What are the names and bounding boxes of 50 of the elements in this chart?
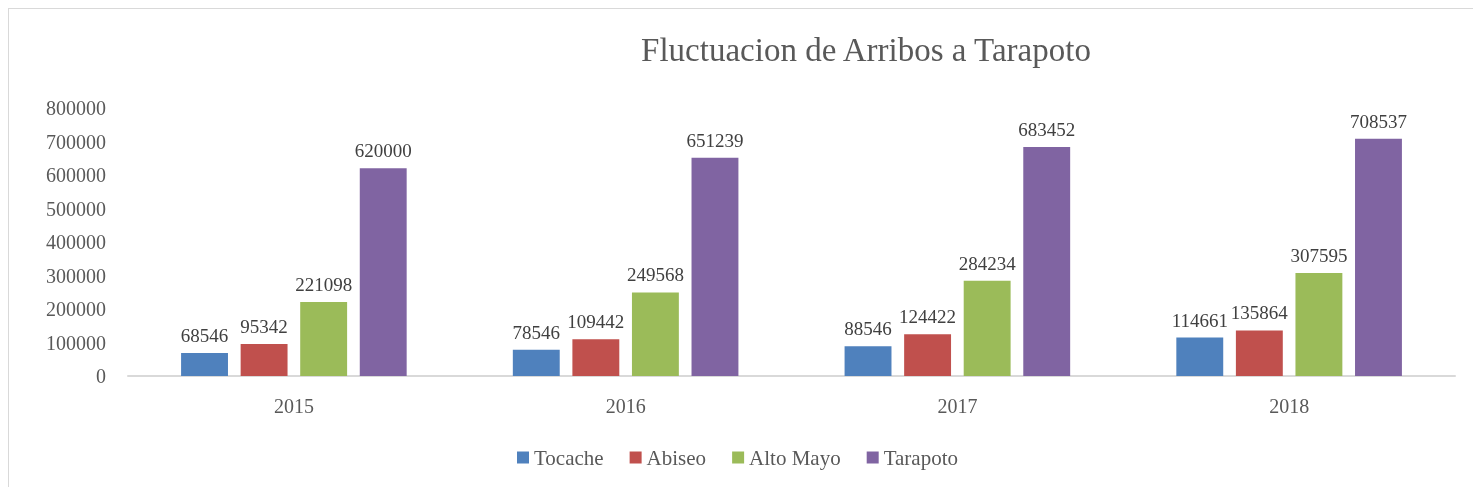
- data-label: 620000: [354, 140, 412, 162]
- bar: [963, 280, 1011, 376]
- bar: [572, 339, 620, 376]
- bar: [181, 353, 228, 376]
- data-label: 249568: [626, 264, 684, 286]
- y-tick-label: 500000: [46, 197, 106, 220]
- data-label: 221098: [295, 273, 353, 295]
- bar: [904, 334, 952, 376]
- bar: [1235, 330, 1283, 376]
- data-label: 284234: [958, 252, 1017, 274]
- data-label: 651239: [686, 129, 744, 151]
- x-tick-label: 2018: [1269, 395, 1310, 417]
- data-label: 708537: [1349, 110, 1407, 132]
- bar: [512, 349, 560, 376]
- data-label: 109442: [567, 311, 625, 333]
- data-label: 114661: [1171, 309, 1228, 331]
- bar: [1355, 138, 1402, 376]
- bar: [359, 168, 407, 376]
- y-tick-label: 200000: [46, 298, 106, 320]
- bar: [1023, 147, 1071, 376]
- legend-label: Tocache: [533, 445, 604, 470]
- x-tick-label: 2015: [273, 395, 314, 417]
- x-tick-label: 2016: [605, 395, 646, 417]
- bar: [691, 157, 739, 376]
- data-label: 683452: [1018, 119, 1076, 141]
- y-tick-label: 300000: [46, 264, 106, 287]
- data-label: 307595: [1290, 244, 1348, 266]
- y-tick-label: 0: [96, 365, 106, 387]
- y-tick-label: 700000: [46, 130, 106, 153]
- data-label: 124422: [899, 306, 957, 328]
- data-label: 78546: [512, 321, 561, 343]
- y-tick-label: 600000: [46, 164, 106, 186]
- data-label: 95342: [240, 316, 288, 338]
- data-label: 68546: [180, 325, 229, 347]
- x-tick-label: 2017: [937, 395, 978, 417]
- bar: [631, 292, 679, 376]
- bar: [240, 344, 288, 376]
- legend-label: Tarapoto: [883, 445, 959, 470]
- data-label: 135864: [1230, 302, 1289, 324]
- legend-label: Abiseo: [646, 445, 707, 470]
- y-tick-label: 800000: [46, 97, 106, 119]
- y-tick-label: 100000: [46, 331, 106, 354]
- data-label: 88546: [844, 318, 892, 340]
- legend-label: Alto Mayo: [749, 445, 841, 470]
- chart-title: Fluctuacion de Arribos a Tarapoto: [641, 31, 1091, 68]
- y-tick-label: 400000: [46, 231, 106, 253]
- bar: [844, 346, 892, 376]
- bar: [1295, 272, 1343, 376]
- bar: [1176, 337, 1224, 376]
- bar: [300, 301, 348, 376]
